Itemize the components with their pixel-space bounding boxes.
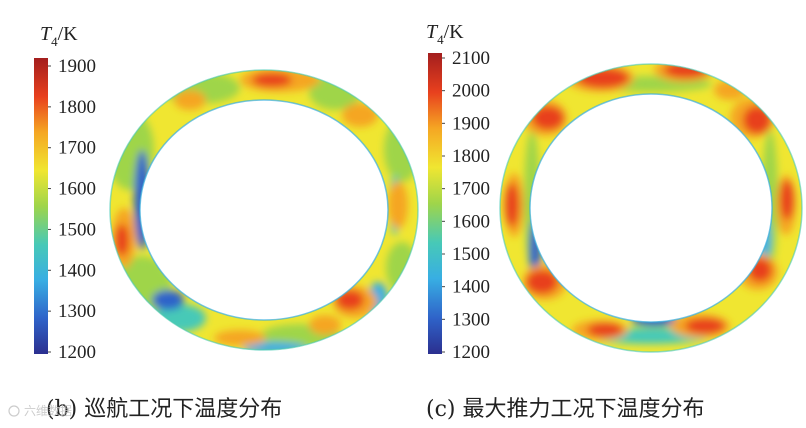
colorbar-tick-label: 1400: [452, 277, 490, 298]
watermark-icon: [8, 405, 20, 417]
colorbar-b-label: T4/K: [40, 23, 78, 49]
colorbar-c: T4/K 2100 2000 1900 1800 1700 1600 1500 1400 130…: [426, 21, 490, 363]
colorbar-tick-label: 1300: [58, 301, 96, 322]
colorbar-tick-label: 1200: [452, 342, 490, 363]
colorbar-tick-label: 1300: [452, 309, 490, 330]
colorbar-tick-label: 1500: [58, 219, 96, 240]
colorbar-c-ramp: [428, 53, 442, 354]
colorbar-tick-label: 1900: [58, 56, 96, 77]
colorbar-tick-label: 1600: [452, 211, 490, 232]
colorbar-tick-label: 1400: [58, 260, 96, 281]
colorbar-tick-label: 2100: [452, 48, 490, 69]
panel-c: T4/K 2100 2000 1900 1800 1700 1600 1500 1400 130…: [426, 21, 803, 422]
caption-b: (b) 巡航工况下温度分布: [46, 397, 282, 422]
colorbar-tick-label: 1700: [58, 138, 96, 159]
colorbar-b-ramp: [34, 58, 48, 354]
colorbar-b: T4/K 1900 1800 1700 1600 1500 1400 1300 1200: [34, 23, 96, 363]
colorbar-tick-label: 1600: [58, 179, 96, 200]
colorbar-tick-label: 2000: [452, 81, 490, 102]
panel-b: T4/K 1900 1800 1700 1600 1500 1400 1300 1200: [34, 23, 419, 422]
annulus-b: [109, 69, 419, 351]
watermark-text: 六维数据: [24, 403, 72, 418]
colorbar-tick-label: 1200: [58, 342, 96, 363]
caption-c: (c) 最大推力工况下温度分布: [426, 397, 704, 422]
colorbar-c-label: T4/K: [426, 21, 464, 47]
annulus-c: [500, 64, 802, 352]
colorbar-tick-label: 1500: [452, 244, 490, 265]
colorbar-tick-label: 1700: [452, 179, 490, 200]
colorbar-tick-label: 1800: [58, 97, 96, 118]
watermark: 六维数据: [8, 403, 72, 418]
colorbar-tick-label: 1900: [452, 113, 490, 134]
colorbar-tick-label: 1800: [452, 146, 490, 167]
